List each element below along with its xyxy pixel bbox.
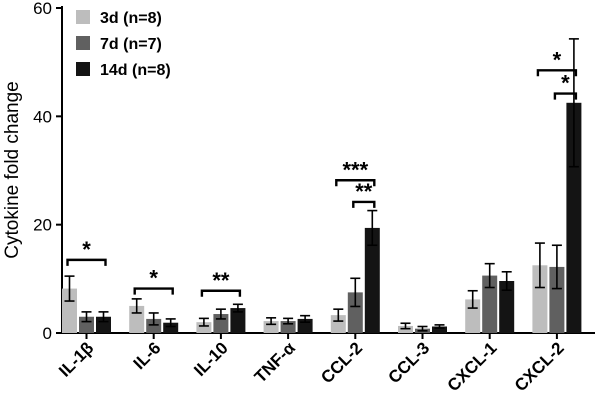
category-label: CXCL-2	[511, 338, 568, 395]
bar-3-6	[432, 326, 447, 333]
y-tick-label: 20	[33, 216, 52, 235]
bar-3-2	[163, 322, 179, 333]
bar-2-7	[482, 275, 498, 333]
bar-2-4	[280, 321, 296, 333]
significance-label: *	[553, 47, 562, 72]
bars	[62, 102, 582, 334]
category-label: TNF-α	[251, 338, 300, 387]
significance-bracket	[66, 258, 107, 266]
legend-swatch	[76, 10, 90, 24]
category-label: IL-10	[190, 338, 231, 379]
bar-2-2	[146, 318, 162, 333]
significance-bracket	[200, 289, 242, 297]
bar-2-8	[549, 266, 565, 333]
significance-bracket	[133, 287, 174, 295]
significance-label: *	[149, 266, 158, 291]
legend-swatch	[76, 36, 90, 50]
bar-2-5	[347, 292, 363, 333]
bar-3-1	[96, 316, 111, 333]
significance-bracket	[335, 179, 376, 187]
bar-3-5	[364, 227, 380, 333]
y-axis-label: Cytokine fold change	[2, 81, 23, 258]
significance-bracket	[536, 69, 578, 77]
bar-2-1	[79, 316, 94, 333]
significance-label: *	[561, 71, 570, 96]
legend: 3d (n=8) 7d (n=7) 14d (n=8)	[76, 10, 171, 79]
bar-1-1	[62, 288, 77, 333]
legend-label: 7d (n=7)	[100, 36, 162, 53]
significance-label: *	[82, 237, 91, 262]
significance-label: **	[212, 268, 230, 293]
bar-1-4	[263, 321, 279, 333]
error-bars	[64, 38, 579, 332]
significance-label: ***	[342, 157, 368, 182]
y-tick-label: 60	[33, 0, 52, 18]
category-label: CCL-3	[384, 338, 433, 387]
category-label: CCL-2	[317, 338, 366, 387]
significance-bracket	[352, 200, 376, 208]
category-label: IL-1β	[55, 338, 97, 380]
category-label: CXCL-1	[444, 338, 501, 395]
significance-bracket	[553, 92, 578, 100]
bar-1-6	[398, 325, 413, 333]
significance-brackets: ** *********	[66, 47, 578, 297]
bar-3-8	[566, 102, 582, 334]
bar-1-3	[196, 322, 212, 333]
bar-1-5	[330, 315, 346, 333]
bar-1-8	[532, 265, 548, 333]
legend-swatch	[76, 62, 90, 76]
bar-3-3	[230, 308, 246, 333]
legend-label: 3d (n=8)	[100, 10, 162, 27]
y-tick-label: 0	[43, 324, 52, 343]
significance-label: **	[355, 179, 373, 204]
bar-3-7	[499, 281, 515, 333]
y-tick-label: 40	[33, 107, 52, 126]
category-label: IL-6	[130, 338, 165, 373]
legend-label: 14d (n=8)	[100, 62, 171, 79]
